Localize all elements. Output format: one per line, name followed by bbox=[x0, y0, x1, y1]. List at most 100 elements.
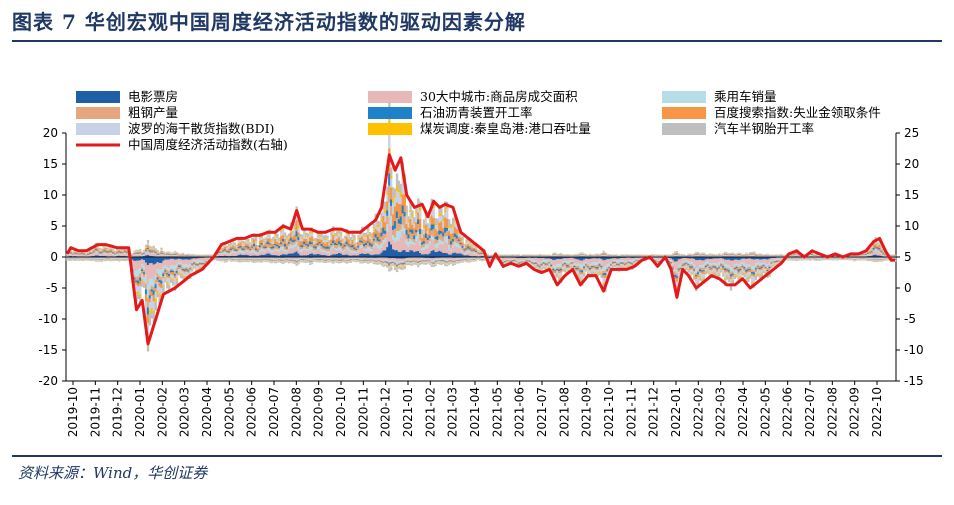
tire-segment bbox=[326, 261, 329, 263]
coal-segment bbox=[475, 246, 478, 248]
baidu-segment bbox=[507, 261, 511, 262]
bdi-segment bbox=[220, 259, 223, 261]
housing-segment bbox=[463, 253, 466, 256]
steel-segment bbox=[550, 263, 553, 265]
asphalt-segment bbox=[372, 260, 376, 261]
tire-segment bbox=[256, 261, 260, 263]
movie-segment bbox=[139, 257, 142, 261]
coal-segment bbox=[471, 245, 474, 247]
movie-segment bbox=[152, 257, 155, 265]
tire-segment bbox=[361, 262, 364, 264]
movie-segment bbox=[171, 257, 175, 259]
week-bar bbox=[337, 228, 341, 264]
tire-segment bbox=[449, 223, 453, 227]
coal-segment bbox=[287, 236, 291, 238]
tire-segment bbox=[305, 232, 308, 236]
tire-segment bbox=[420, 262, 424, 265]
baidu-segment bbox=[343, 242, 347, 245]
bdi-segment bbox=[187, 254, 190, 255]
coal-segment bbox=[467, 239, 470, 242]
baidu-segment bbox=[554, 271, 557, 274]
asphalt-segment bbox=[305, 243, 308, 246]
housing-segment bbox=[397, 258, 401, 262]
car-segment bbox=[144, 275, 148, 284]
asphalt-segment bbox=[154, 284, 157, 289]
asphalt-segment bbox=[264, 246, 267, 249]
bdi-segment bbox=[370, 237, 374, 242]
week-bar bbox=[139, 248, 142, 304]
car-segment bbox=[245, 250, 248, 252]
car-segment bbox=[552, 265, 555, 268]
baidu-segment bbox=[519, 262, 522, 264]
housing-segment bbox=[94, 252, 98, 256]
car-segment bbox=[436, 242, 439, 248]
week-bar bbox=[193, 254, 196, 269]
car-segment bbox=[380, 243, 383, 248]
car-segment bbox=[378, 245, 381, 250]
housing-segment bbox=[324, 252, 327, 256]
baidu-segment bbox=[561, 265, 565, 267]
asphalt-segment bbox=[231, 247, 235, 249]
baidu-segment bbox=[403, 263, 406, 265]
car-segment bbox=[285, 258, 289, 260]
week-bar bbox=[422, 219, 426, 265]
housing-segment bbox=[143, 255, 146, 257]
tire-segment bbox=[444, 264, 447, 266]
car-segment bbox=[102, 258, 105, 259]
bdi-segment bbox=[258, 237, 262, 242]
asphalt-segment bbox=[295, 231, 298, 237]
housing-segment bbox=[280, 250, 283, 255]
steel-segment bbox=[287, 243, 291, 247]
tire-segment bbox=[143, 283, 146, 288]
tire-segment bbox=[137, 249, 140, 251]
steel-segment bbox=[446, 261, 449, 262]
bdi-segment bbox=[469, 243, 472, 247]
housing-segment bbox=[293, 246, 296, 253]
steel-segment bbox=[94, 249, 98, 252]
car-segment bbox=[420, 247, 424, 251]
housing-segment bbox=[229, 253, 233, 257]
baidu-segment bbox=[160, 283, 163, 288]
tire-segment bbox=[440, 263, 443, 266]
car-segment bbox=[440, 258, 443, 260]
asphalt-segment bbox=[544, 263, 547, 265]
car-segment bbox=[270, 258, 273, 260]
housing-segment bbox=[168, 259, 171, 269]
steel-segment bbox=[202, 262, 206, 264]
steel-segment bbox=[227, 252, 231, 254]
bdi-segment bbox=[88, 249, 92, 252]
movie-segment bbox=[438, 250, 441, 257]
steel-segment bbox=[102, 251, 105, 254]
tire-segment bbox=[77, 260, 80, 261]
bdi-segment bbox=[322, 260, 325, 262]
baidu-segment bbox=[548, 255, 551, 256]
housing-segment bbox=[189, 256, 192, 257]
steel-segment bbox=[386, 215, 389, 225]
week-bar bbox=[307, 233, 310, 263]
movie-segment bbox=[467, 255, 470, 257]
tire-segment bbox=[434, 218, 437, 224]
baidu-segment bbox=[515, 261, 518, 263]
car-segment bbox=[92, 253, 96, 255]
housing-segment bbox=[183, 259, 186, 265]
bdi-segment bbox=[193, 264, 196, 267]
baidu-segment bbox=[297, 232, 300, 237]
asphalt-segment bbox=[357, 245, 360, 248]
car-segment bbox=[272, 249, 275, 253]
baidu-segment bbox=[471, 247, 474, 251]
steel-segment bbox=[293, 241, 296, 245]
car-segment bbox=[403, 228, 406, 234]
baidu-segment bbox=[102, 249, 105, 251]
asphalt-segment bbox=[339, 243, 343, 246]
car-segment bbox=[447, 259, 451, 261]
steel-segment bbox=[291, 242, 294, 246]
housing-segment bbox=[478, 257, 482, 258]
bdi-segment bbox=[73, 251, 76, 252]
movie-segment bbox=[144, 255, 148, 257]
car-segment bbox=[523, 260, 526, 262]
baidu-segment bbox=[233, 246, 237, 250]
baidu-segment bbox=[154, 288, 157, 292]
baidu-segment bbox=[521, 262, 524, 263]
housing-segment bbox=[351, 257, 354, 259]
baidu-segment bbox=[187, 254, 190, 256]
